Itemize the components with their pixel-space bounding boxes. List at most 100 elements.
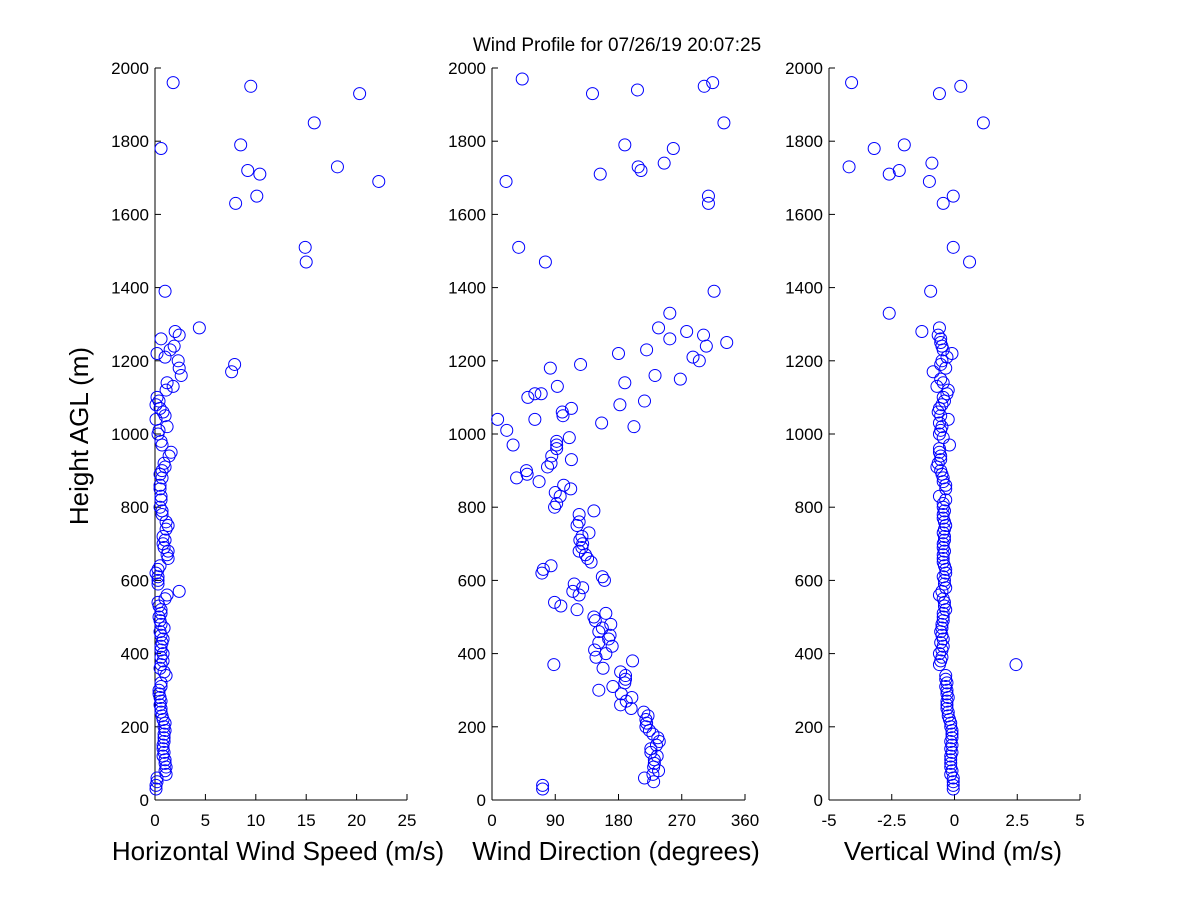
direction-data-point xyxy=(548,595,562,609)
direction-data-point xyxy=(585,87,599,101)
vertical-data-point xyxy=(939,493,953,507)
direction-data-point xyxy=(627,420,641,434)
direction-data-point xyxy=(651,731,665,745)
vertical-data-point xyxy=(930,379,944,393)
speed-data-point xyxy=(168,325,182,339)
vertical-data-point xyxy=(932,87,946,101)
speed-data-point xyxy=(155,508,169,522)
vertical-data-point xyxy=(922,174,936,188)
speed-data-point xyxy=(149,398,163,412)
speed-data-point xyxy=(154,650,168,664)
vertical-y-tick-label: 0 xyxy=(814,791,823,810)
speed-data-point xyxy=(171,354,185,368)
speed-data-point xyxy=(152,683,166,697)
vertical-x-tick-label: 0 xyxy=(950,811,959,830)
direction-data-point xyxy=(538,255,552,269)
direction-data-point xyxy=(506,438,520,452)
direction-x-tick-label: 0 xyxy=(487,811,496,830)
speed-data-point xyxy=(353,87,367,101)
speed-data-point xyxy=(152,394,166,408)
direction-data-point xyxy=(638,771,652,785)
direction-data-point xyxy=(536,778,550,792)
speed-data-point xyxy=(156,537,170,551)
speed-data-point xyxy=(154,680,168,694)
vertical-data-point xyxy=(939,672,953,686)
direction-data-point xyxy=(572,588,586,602)
speed-data-point xyxy=(157,731,171,745)
vertical-data-point xyxy=(935,621,949,635)
vertical-y-tick-label: 1400 xyxy=(785,279,823,298)
vertical-data-point xyxy=(842,160,856,174)
direction-data-point xyxy=(541,460,555,474)
speed-x-tick-label: 25 xyxy=(398,811,417,830)
vertical-data-point xyxy=(936,497,950,511)
speed-data-point xyxy=(155,464,169,478)
direction-data-point xyxy=(521,390,535,404)
direction-data-point xyxy=(528,412,542,426)
speed-x-tick-label: 5 xyxy=(201,811,210,830)
speed-data-point xyxy=(228,357,242,371)
direction-data-point xyxy=(519,464,533,478)
vertical-data-point xyxy=(945,727,959,741)
speed-data-point xyxy=(299,255,313,269)
direction-data-point xyxy=(692,354,706,368)
speed-data-point xyxy=(229,196,243,210)
direction-data-point xyxy=(639,712,653,726)
vertical-y-tick-label: 1000 xyxy=(785,425,823,444)
direction-data-point xyxy=(697,328,711,342)
speed-y-tick-label: 2000 xyxy=(111,59,149,78)
speed-data-point xyxy=(151,595,165,609)
direction-y-tick-label: 2000 xyxy=(448,59,486,78)
speed-x-tick-label: 20 xyxy=(347,811,366,830)
panel-direction: 0 200 400 600 800 1000 1200 1400 1600 1800 2000 0 90… xyxy=(448,59,760,866)
direction-data-point xyxy=(604,617,618,631)
vertical-data-point xyxy=(931,456,945,470)
vertical-data-point xyxy=(936,551,950,565)
direction-data-point xyxy=(641,709,655,723)
direction-data-point xyxy=(572,544,586,558)
direction-data-point xyxy=(631,160,645,174)
vertical-data-point xyxy=(935,650,949,664)
direction-data-point xyxy=(647,775,661,789)
direction-data-point xyxy=(550,438,564,452)
direction-x-axis-label: Wind Direction (degrees) xyxy=(472,836,760,866)
vertical-data-point xyxy=(944,760,958,774)
vertical-x-tick-label: -5 xyxy=(821,811,836,830)
direction-data-point xyxy=(582,526,596,540)
vertical-data-point xyxy=(926,365,940,379)
speed-data-point xyxy=(153,482,167,496)
direction-data-point xyxy=(536,562,550,576)
direction-data-point xyxy=(613,398,627,412)
speed-data-point xyxy=(153,478,167,492)
direction-data-point xyxy=(630,83,644,97)
vertical-data-point xyxy=(936,639,950,653)
vertical-y-tick-label: 1600 xyxy=(785,205,823,224)
direction-data-point xyxy=(515,72,529,86)
speed-y-tick-label: 600 xyxy=(121,571,149,590)
direction-data-point xyxy=(605,639,619,653)
vertical-y-tick-label: 400 xyxy=(795,645,823,664)
speed-data-point xyxy=(152,687,166,701)
direction-data-point xyxy=(706,76,720,90)
speed-x-tick-label: 10 xyxy=(246,811,265,830)
speed-data-point xyxy=(158,592,172,606)
vertical-y-tick-label: 800 xyxy=(795,498,823,517)
vertical-data-point xyxy=(932,321,946,335)
speed-y-tick-label: 1000 xyxy=(111,425,149,444)
vertical-markers xyxy=(842,76,1023,796)
direction-data-point xyxy=(499,174,513,188)
speed-y-tick-label: 1200 xyxy=(111,352,149,371)
vertical-data-point xyxy=(944,753,958,767)
direction-data-point xyxy=(544,456,558,470)
speed-data-point xyxy=(244,79,258,93)
vertical-data-point xyxy=(934,636,948,650)
direction-data-point xyxy=(567,577,581,591)
speed-data-point xyxy=(157,621,171,635)
speed-data-point xyxy=(160,588,174,602)
speed-data-point xyxy=(372,174,386,188)
speed-data-point xyxy=(150,771,164,785)
speed-data-point xyxy=(158,409,172,423)
speed-data-point xyxy=(192,321,206,335)
vertical-data-point xyxy=(934,332,948,346)
